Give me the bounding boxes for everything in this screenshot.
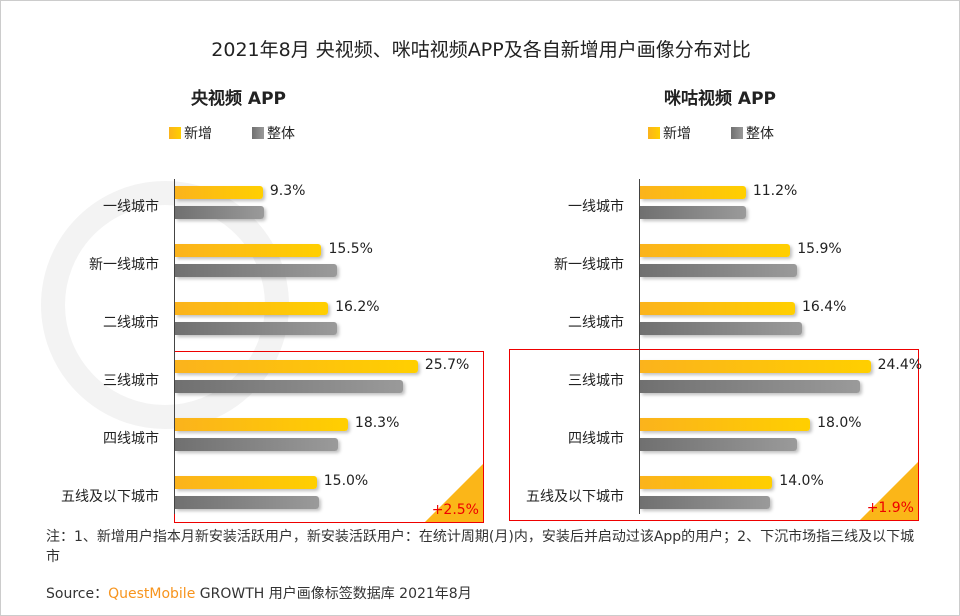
data-label: 16.4% [801,299,847,315]
highlight-box: +1.9% [509,349,919,521]
bar-overall [175,206,264,219]
source-brand: QuestMobile [108,586,196,602]
legend-item: 新增 [169,123,212,143]
legend-swatch [648,127,660,139]
bar-new [640,244,791,257]
source: Source：QuestMobile GROWTH 用户画像标签数据库 2021… [46,583,472,603]
data-label: 18.3% [354,415,400,431]
category-label: 新一线城市 [89,257,159,273]
data-label: 15.0% [323,473,369,489]
legend-label: 新增 [184,126,212,142]
category-label: 二线城市 [568,315,624,331]
chart-title: 2021年8月 央视频、咪咕视频APP及各自新增用户画像分布对比 [211,39,751,61]
bar-new [175,302,329,315]
bar-new [175,244,322,257]
data-label: 25.7% [424,357,470,373]
data-label: 18.0% [817,415,862,431]
bar-new [640,476,773,489]
category-label: 二线城市 [103,315,159,331]
bar-new [640,360,871,373]
bar-new [640,418,811,431]
data-label: 9.3% [269,183,306,199]
data-label: 24.4% [877,357,923,373]
legend-label: 新增 [663,126,691,142]
bar-new [175,186,263,199]
legend-item: 整体 [252,123,295,143]
subchart-title: 咪咕视频 APP [664,89,776,109]
bar-new [175,476,317,489]
category-label: 四线城市 [103,431,159,447]
bar-new [175,418,348,431]
category-label: 三线城市 [103,373,159,389]
category-label: 三线城市 [568,373,624,389]
bar-overall [640,380,861,393]
category-label: 五线及以下城市 [526,489,624,505]
bar-new [640,186,746,199]
bar-new [175,360,418,373]
bar-overall [175,322,337,335]
legend-swatch [252,127,264,139]
bar-overall [640,438,797,451]
source-prefix: Source： [46,586,109,602]
y-axis [174,179,175,514]
data-label: 16.2% [335,299,380,315]
data-label: 14.0% [779,473,824,489]
bar-overall [175,264,337,277]
data-label: 11.2% [752,183,798,199]
bar-overall [175,380,403,393]
category-label: 五线及以下城市 [61,489,159,505]
data-label: 15.9% [797,241,842,257]
legend-item: 新增 [648,123,691,143]
subchart-title: 央视频 APP [191,89,286,109]
legend-swatch [731,127,743,139]
bar-overall [640,206,746,219]
bar-overall [175,438,338,451]
bar-new [640,302,795,315]
bar-overall [175,496,319,509]
legend-label: 整体 [267,126,295,142]
bar-overall [640,264,797,277]
legend-label: 整体 [746,126,774,142]
legend-swatch [169,127,181,139]
source-rest: GROWTH 用户画像标签数据库 2021年8月 [195,586,472,602]
highlight-delta-label: +2.5% [431,502,479,518]
category-label: 一线城市 [103,199,159,215]
data-label: 15.5% [328,241,373,257]
legend: 新增 整体 [169,123,295,143]
bar-overall [640,322,802,335]
footnote: 注：1、新增用户指本月新安装活跃用户，新安装活跃用户：在统计周期(月)内，安装后… [46,529,915,565]
category-label: 一线城市 [568,199,624,215]
highlight-box: +2.5% [174,351,484,523]
category-label: 四线城市 [568,431,624,447]
legend-item: 整体 [731,123,774,143]
legend: 新增 整体 [648,123,774,143]
highlight-triangle [860,462,918,520]
category-label: 新一线城市 [554,257,624,273]
highlight-triangle [425,464,483,522]
bar-overall [640,496,771,509]
highlight-delta-label: +1.9% [866,500,914,516]
y-axis [639,179,640,514]
